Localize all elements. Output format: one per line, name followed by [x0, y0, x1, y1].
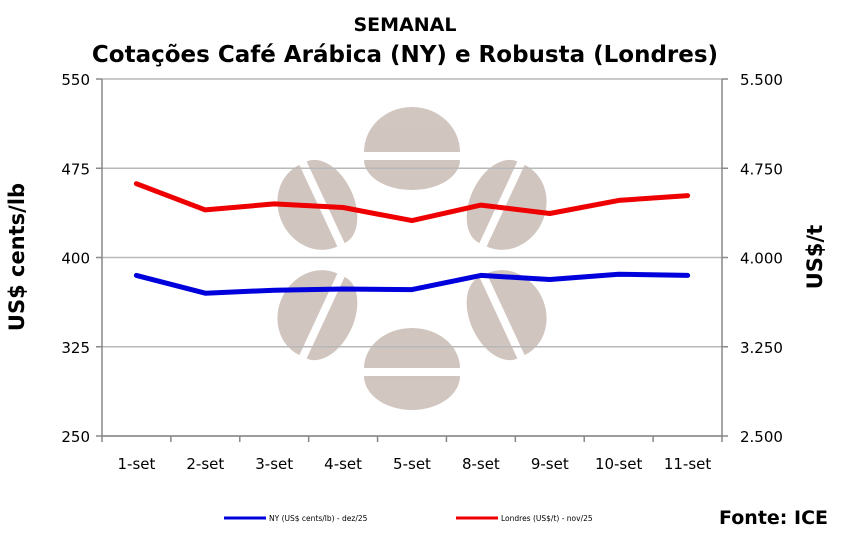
x-tick-label: 2-set [186, 455, 224, 473]
y-right-tick-label: 4.000 [740, 250, 783, 268]
legend-label: NY (US$ cents/lb) - dez/25 [269, 514, 368, 523]
x-tick-label: 11-set [664, 455, 712, 473]
series-lines [133, 181, 691, 296]
x-tick-label: 10-set [595, 455, 643, 473]
coffee-logo-watermark [277, 107, 547, 410]
y-right-axis-label: US$/t [803, 225, 827, 290]
x-tick-label: 9-set [531, 455, 569, 473]
x-axis-ticks: 1-set 2-set 3-set 4-set 5-set 8-set 9-set 10-se… [101, 436, 723, 473]
series-line [133, 271, 691, 296]
chart-title: Cotações Café Arábica (NY) e Robusta (Lo… [92, 42, 718, 68]
y-left-ticks: 250 325 400 475 550 [61, 71, 102, 446]
y-left-tick-label: 325 [61, 339, 90, 357]
legend: NY (US$ cents/lb) - dez/25 Londres (US$/t… [224, 514, 593, 523]
legend-label: Londres (US$/t) - nov/25 [501, 514, 593, 523]
x-tick-label: 3-set [255, 455, 293, 473]
x-tick-label: 1-set [117, 455, 155, 473]
y-right-tick-label: 2.500 [740, 428, 783, 446]
series-line [133, 181, 691, 224]
y-left-tick-label: 250 [61, 428, 90, 446]
y-right-tick-label: 3.250 [740, 339, 783, 357]
y-right-ticks: 2.500 3.250 4.000 4.750 5.500 [722, 71, 783, 446]
y-left-tick-label: 475 [61, 160, 90, 178]
source-note: Fonte: ICE [719, 507, 828, 529]
y-left-tick-label: 400 [61, 250, 90, 268]
y-right-tick-label: 4.750 [740, 160, 783, 178]
chart-supertitle: SEMANAL [354, 14, 457, 36]
x-tick-label: 8-set [462, 455, 500, 473]
x-tick-label: 4-set [324, 455, 362, 473]
y-left-tick-label: 550 [61, 71, 90, 89]
y-left-axis-label: US$ cents/lb [5, 183, 29, 331]
x-tick-label: 5-set [393, 455, 431, 473]
y-right-tick-label: 5.500 [740, 71, 783, 89]
